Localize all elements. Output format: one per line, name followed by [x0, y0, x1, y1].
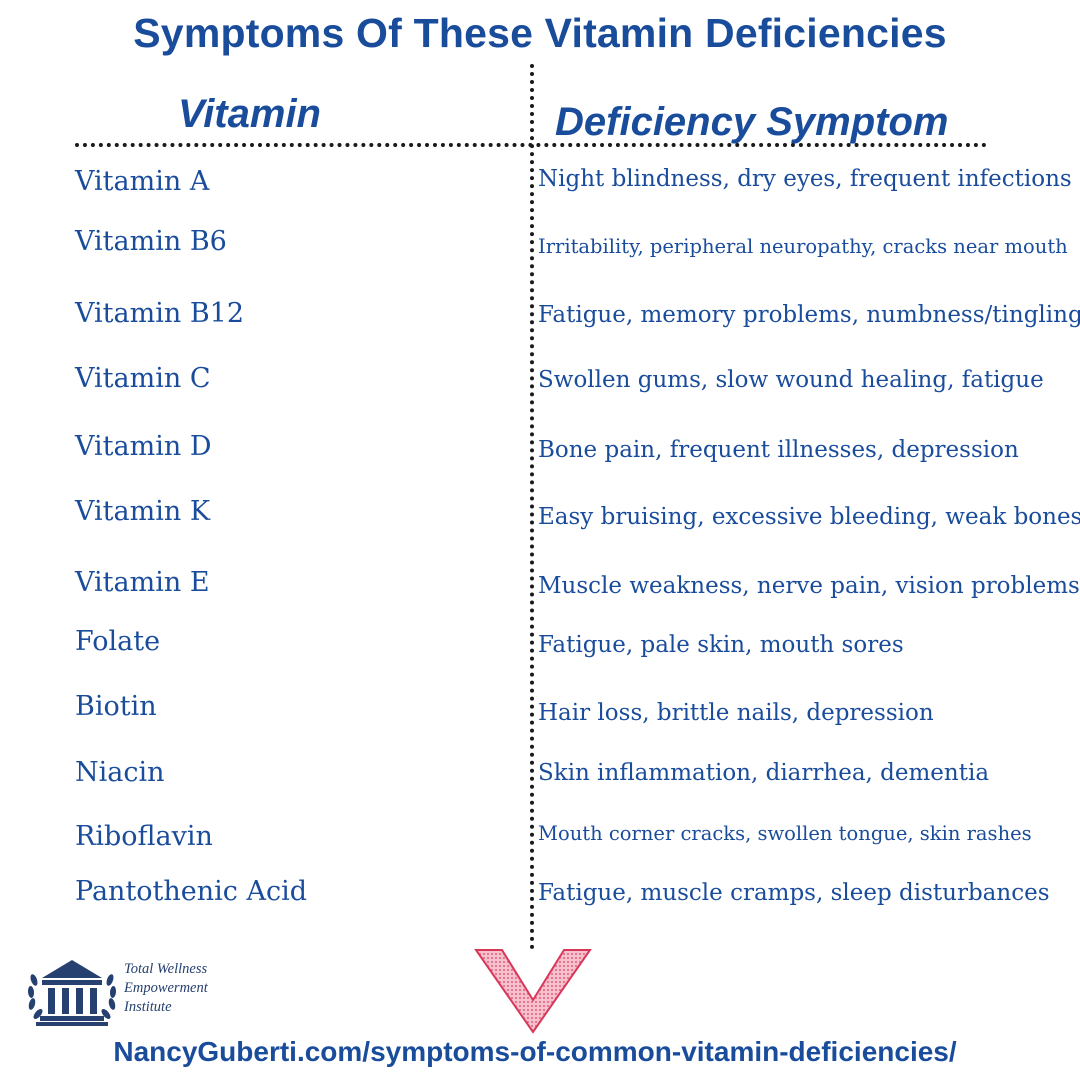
- vitamin-name: Biotin: [75, 691, 157, 722]
- symptom-text: Mouth corner cracks, swollen tongue, ski…: [538, 822, 1032, 845]
- logo-line: Empowerment: [124, 980, 208, 996]
- symptom-text: Fatigue, pale skin, mouth sores: [538, 632, 904, 658]
- column-header-vitamin: Vitamin: [178, 92, 321, 136]
- down-chevron-arrow-icon: [474, 949, 592, 1034]
- vitamin-name: Vitamin B12: [75, 298, 245, 329]
- vitamin-name: Vitamin B6: [75, 226, 227, 257]
- source-url[interactable]: NancyGuberti.com/symptoms-of-common-vita…: [113, 1036, 957, 1067]
- vitamin-name: Vitamin E: [75, 567, 210, 598]
- vitamin-name: Vitamin A: [75, 166, 210, 197]
- logo-text: Total Wellness Empowerment Institute: [124, 960, 208, 1017]
- symptom-text: Swollen gums, slow wound healing, fatigu…: [538, 367, 1044, 393]
- columned-building-laurel-icon: [27, 960, 117, 1026]
- vitamin-name: Niacin: [75, 757, 165, 788]
- column-header-symptom: Deficiency Symptom: [555, 100, 949, 144]
- symptom-text: Fatigue, muscle cramps, sleep disturbanc…: [538, 880, 1050, 906]
- vitamin-name: Pantothenic Acid: [75, 876, 308, 907]
- vitamin-name: Riboflavin: [75, 821, 213, 852]
- vitamin-name: Vitamin K: [75, 496, 210, 527]
- symptom-text: Easy bruising, excessive bleeding, weak …: [538, 504, 1080, 530]
- vitamin-name: Vitamin C: [75, 363, 211, 394]
- symptom-text: Muscle weakness, nerve pain, vision prob…: [538, 573, 1080, 599]
- symptom-text: Bone pain, frequent illnesses, depressio…: [538, 437, 1019, 463]
- logo-line: Institute: [124, 999, 172, 1015]
- logo-line: Total Wellness: [124, 961, 208, 977]
- vitamin-name: Vitamin D: [75, 431, 212, 462]
- page-title: Symptoms Of These Vitamin Deficiencies: [133, 10, 947, 56]
- vitamin-name: Folate: [75, 626, 161, 657]
- symptom-text: Irritability, peripheral neuropathy, cra…: [538, 235, 1068, 258]
- column-divider: [530, 64, 534, 950]
- symptom-text: Fatigue, memory problems, numbness/tingl…: [538, 302, 1080, 328]
- symptom-text: Night blindness, dry eyes, frequent infe…: [538, 166, 1072, 192]
- symptom-text: Hair loss, brittle nails, depression: [538, 700, 934, 726]
- symptom-text: Skin inflammation, diarrhea, dementia: [538, 760, 990, 786]
